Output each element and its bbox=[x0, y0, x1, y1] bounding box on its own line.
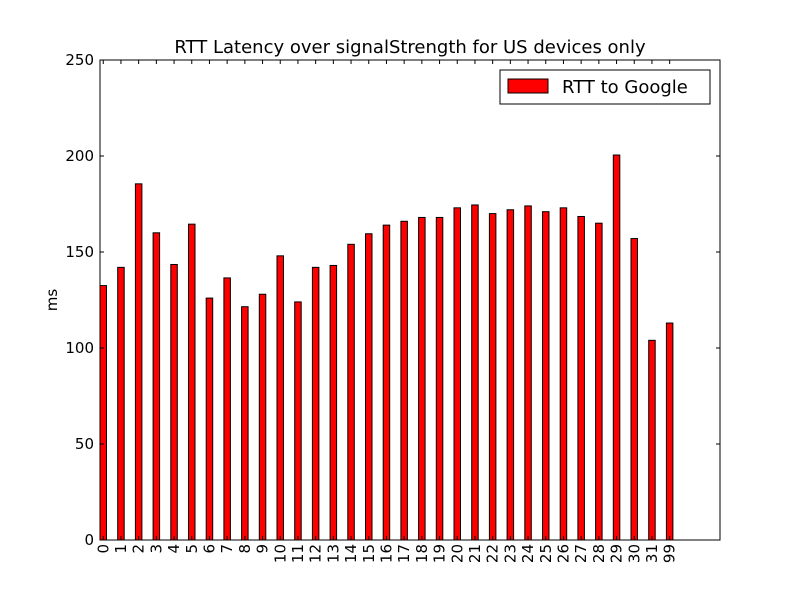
bar-25 bbox=[542, 211, 550, 541]
bar-18 bbox=[418, 216, 426, 541]
bar-5 bbox=[188, 223, 196, 541]
x-tick-label-5: 5 bbox=[183, 544, 201, 554]
y-tick-label-50: 50 bbox=[75, 435, 94, 453]
y-tick-label-100: 100 bbox=[65, 339, 94, 357]
y-tick-label-150: 150 bbox=[65, 243, 94, 261]
x-tick-label-23: 23 bbox=[501, 544, 519, 563]
y-tick-label-0: 0 bbox=[84, 531, 94, 549]
x-tick-label-0: 0 bbox=[94, 544, 112, 554]
x-tick-label-27: 27 bbox=[572, 544, 590, 563]
legend-swatch bbox=[507, 78, 549, 94]
bar-21 bbox=[471, 204, 479, 541]
bar-20 bbox=[453, 207, 461, 541]
x-tick-label-17: 17 bbox=[395, 544, 413, 563]
bar-31 bbox=[648, 339, 656, 541]
bar-26 bbox=[559, 207, 568, 541]
plot-frame bbox=[99, 59, 721, 541]
bar-9 bbox=[258, 293, 267, 541]
bar-13 bbox=[329, 264, 338, 541]
bar-8 bbox=[241, 306, 249, 541]
bar-23 bbox=[506, 209, 515, 541]
bar-28 bbox=[595, 222, 603, 541]
bar-24 bbox=[524, 205, 532, 541]
x-tick-label-16: 16 bbox=[377, 544, 395, 563]
x-tick-label-30: 30 bbox=[625, 544, 643, 563]
x-tick-label-31: 31 bbox=[643, 544, 661, 563]
bars-layer bbox=[99, 154, 674, 541]
x-tick-label-26: 26 bbox=[554, 544, 572, 563]
chart-title: RTT Latency over signalStrength for US d… bbox=[174, 37, 646, 58]
x-tick-label-18: 18 bbox=[413, 544, 431, 563]
x-tick-label-1: 1 bbox=[112, 544, 130, 554]
x-tick-label-99: 99 bbox=[661, 544, 679, 563]
x-tick-label-15: 15 bbox=[360, 544, 378, 563]
bar-10 bbox=[276, 255, 284, 541]
x-tick-label-25: 25 bbox=[537, 544, 555, 563]
bar-15 bbox=[365, 233, 373, 541]
x-tick-label-6: 6 bbox=[200, 544, 218, 554]
bar-19 bbox=[435, 216, 444, 541]
bar-99 bbox=[665, 322, 674, 541]
x-tick-label-11: 11 bbox=[289, 544, 307, 563]
legend: RTT to Google bbox=[499, 69, 711, 105]
bar-16 bbox=[382, 224, 391, 541]
x-tick-label-13: 13 bbox=[324, 544, 342, 563]
bar-1 bbox=[117, 266, 125, 541]
bar-3 bbox=[152, 232, 161, 541]
ticks-layer: 0 1 2 3 4 5 6 7 8 9 10 11 12 13 14 15 16 17 18 19 20 21 22 23 24… bbox=[65, 51, 720, 563]
y-tick-label-250: 250 bbox=[65, 51, 94, 69]
x-tick-label-7: 7 bbox=[218, 544, 236, 554]
x-tick-label-10: 10 bbox=[271, 544, 289, 563]
x-tick-label-24: 24 bbox=[519, 544, 537, 563]
x-tick-label-9: 9 bbox=[254, 544, 272, 554]
bar-17 bbox=[400, 220, 408, 541]
bar-2 bbox=[134, 183, 143, 541]
y-tick-label-200: 200 bbox=[65, 147, 94, 165]
y-axis-label: ms bbox=[43, 289, 61, 312]
legend-label: RTT to Google bbox=[562, 77, 688, 98]
bar-14 bbox=[347, 243, 355, 541]
bar-12 bbox=[311, 266, 320, 541]
x-tick-label-19: 19 bbox=[431, 544, 449, 563]
bar-11 bbox=[294, 301, 302, 541]
bar-30 bbox=[630, 238, 638, 541]
x-tick-label-4: 4 bbox=[165, 544, 183, 554]
bar-22 bbox=[488, 213, 497, 541]
x-tick-label-3: 3 bbox=[147, 544, 165, 554]
x-tick-label-28: 28 bbox=[590, 544, 608, 563]
bar-6 bbox=[205, 297, 214, 541]
bar-0 bbox=[99, 285, 107, 541]
x-tick-label-21: 21 bbox=[466, 544, 484, 563]
bar-27 bbox=[577, 215, 585, 541]
x-tick-label-29: 29 bbox=[608, 544, 626, 563]
bar-29 bbox=[612, 154, 621, 541]
x-tick-label-8: 8 bbox=[236, 544, 254, 554]
x-tick-label-20: 20 bbox=[448, 544, 466, 563]
x-tick-label-2: 2 bbox=[130, 544, 148, 554]
x-tick-label-12: 12 bbox=[307, 544, 325, 563]
x-tick-label-22: 22 bbox=[484, 544, 502, 563]
x-tick-label-14: 14 bbox=[342, 544, 360, 563]
bar-7 bbox=[223, 277, 231, 541]
bar-4 bbox=[170, 263, 178, 541]
